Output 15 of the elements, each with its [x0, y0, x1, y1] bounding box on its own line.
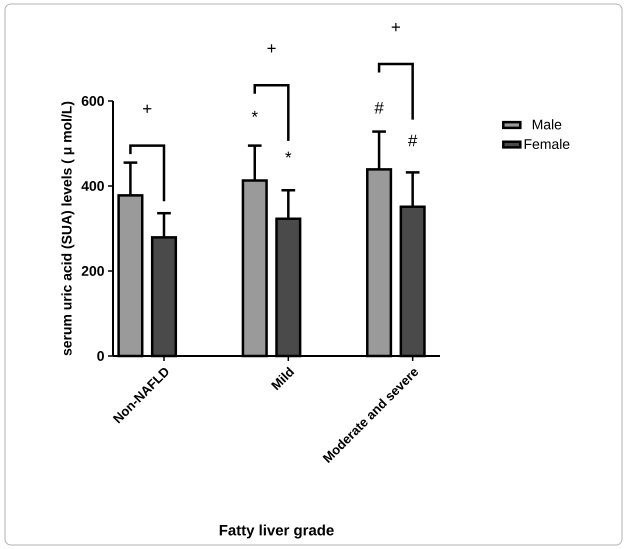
y-tick-label: 600 [82, 96, 104, 106]
y-tick-label: 200 [82, 266, 104, 276]
annotation: * [252, 110, 258, 117]
text: + [267, 44, 276, 53]
annotation: # [408, 134, 418, 146]
annotation: * [285, 152, 292, 158]
legend-label: Female [524, 138, 570, 150]
y-tick-label: 0 [97, 351, 104, 361]
text: + [392, 22, 400, 32]
annotation: # [374, 102, 384, 114]
annotation: + [143, 104, 152, 113]
y-axis-title: serum uric acid (SUA) levels ( μ mol/L) [61, 102, 74, 356]
legend-label: Male [532, 119, 562, 130]
x-axis-title: Fatty liver grade [220, 524, 334, 539]
y-tick-label: 400 [81, 181, 104, 191]
